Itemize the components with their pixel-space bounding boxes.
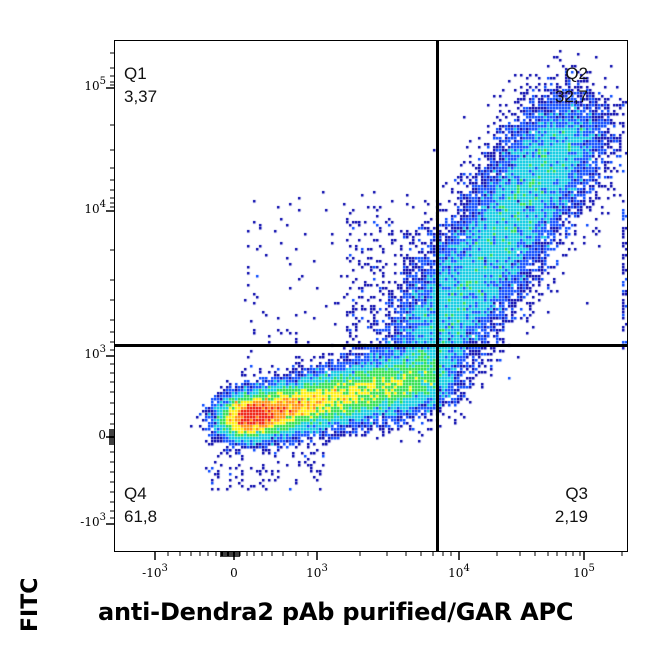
- quadrant-q2-name: Q2: [565, 64, 588, 83]
- x-tick-label: -103: [142, 563, 168, 580]
- quadrant-q2-percent: 32,7: [554, 87, 588, 106]
- density-dot-plot: [115, 41, 627, 551]
- x-tick-label: 105: [573, 563, 595, 580]
- quadrant-q4-label: Q4 61,8: [124, 482, 157, 528]
- quadrant-q3-label: Q3 2,19: [555, 482, 588, 528]
- plot-area: Q1 3,37 Q2 32,7 Q3 2,19 Q4 61,8: [114, 40, 628, 552]
- quadrant-q1-percent: 3,37: [124, 87, 158, 106]
- y-tick-label: 105: [84, 76, 106, 93]
- quadrant-q4-name: Q4: [124, 484, 147, 503]
- y-tick-label: 104: [84, 199, 106, 216]
- y-tick-label: 0: [98, 428, 106, 442]
- quadrant-q4-percent: 61,8: [124, 507, 158, 526]
- x-axis-label: anti-Dendra2 pAb purified/GAR APC: [98, 598, 574, 626]
- y-tick-label: -103: [80, 512, 106, 529]
- quadrant-q2-label: Q2 32,7: [555, 62, 588, 108]
- quadrant-q3-percent: 2,19: [554, 507, 588, 526]
- x-tick-label: 0: [230, 566, 238, 580]
- quadrant-gate-vertical[interactable]: [436, 41, 439, 551]
- x-tick-label: 104: [448, 563, 470, 580]
- quadrant-q3-name: Q3: [565, 484, 588, 503]
- x-tick-label: 103: [306, 563, 328, 580]
- y-tick-label: 103: [84, 344, 106, 361]
- quadrant-q1-name: Q1: [124, 64, 147, 83]
- quadrant-q1-label: Q1 3,37: [124, 62, 157, 108]
- quadrant-gate-horizontal[interactable]: [115, 344, 627, 347]
